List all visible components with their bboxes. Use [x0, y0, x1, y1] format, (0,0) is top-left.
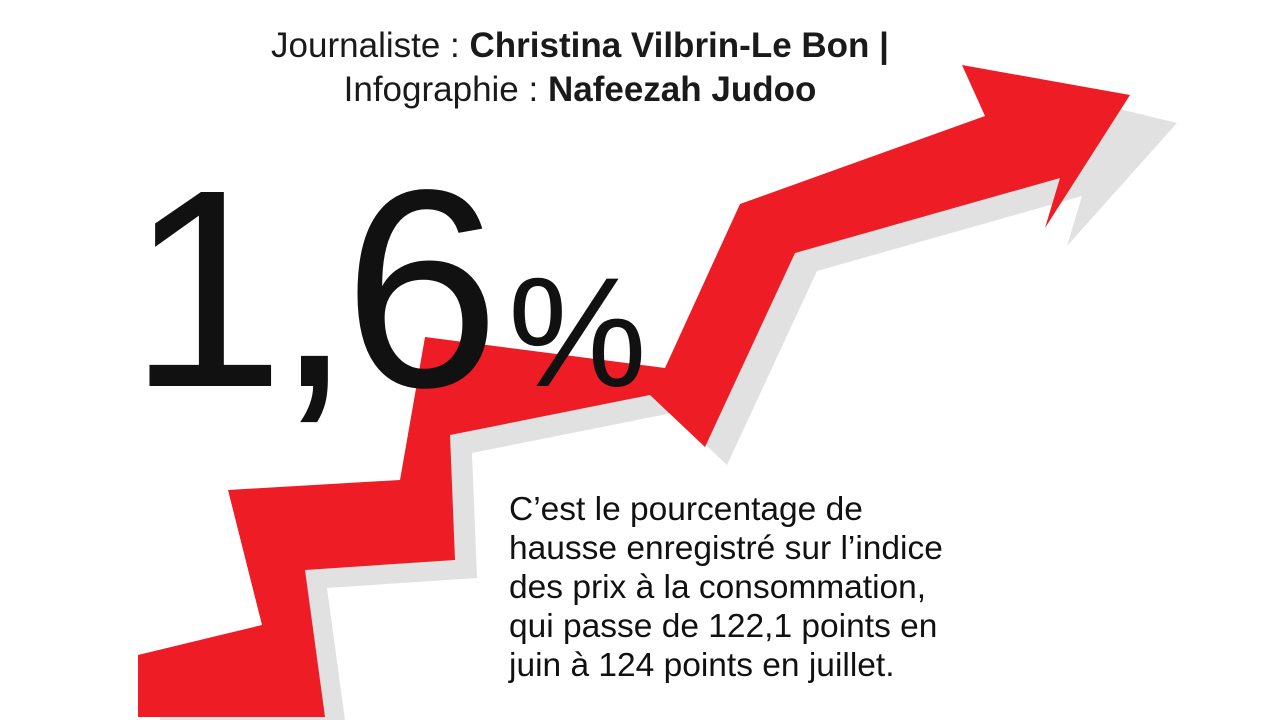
headline-figure: 1,6%: [128, 148, 647, 474]
description-line: qui passe de 122,1 points en: [509, 608, 938, 645]
journalist-credit: Journaliste : Christina Vilbrin-Le Bon |: [200, 24, 960, 68]
journalist-label: Journaliste :: [271, 26, 470, 65]
description-line: des prix à la consommation,: [509, 569, 927, 606]
credits-block: Journaliste : Christina Vilbrin-Le Bon |…: [200, 24, 960, 112]
description-text: C’est le pourcentage de hausse enregistr…: [509, 490, 1029, 685]
graphics-label: Infographie :: [343, 70, 548, 109]
journalist-name: Christina Vilbrin-Le Bon |: [469, 26, 889, 65]
description-line: C’est le pourcentage de: [509, 491, 863, 528]
description-line: hausse enregistré sur l’indice: [509, 530, 943, 567]
graphics-name: Nafeezah Judoo: [547, 70, 817, 109]
graphics-credit: Infographie : Nafeezah Judoo: [200, 68, 960, 112]
headline-value: 1,6: [128, 131, 500, 446]
arrow-body: [138, 65, 1130, 717]
headline-unit: %: [508, 246, 647, 420]
description-line: juin à 124 points en juillet.: [509, 647, 895, 684]
